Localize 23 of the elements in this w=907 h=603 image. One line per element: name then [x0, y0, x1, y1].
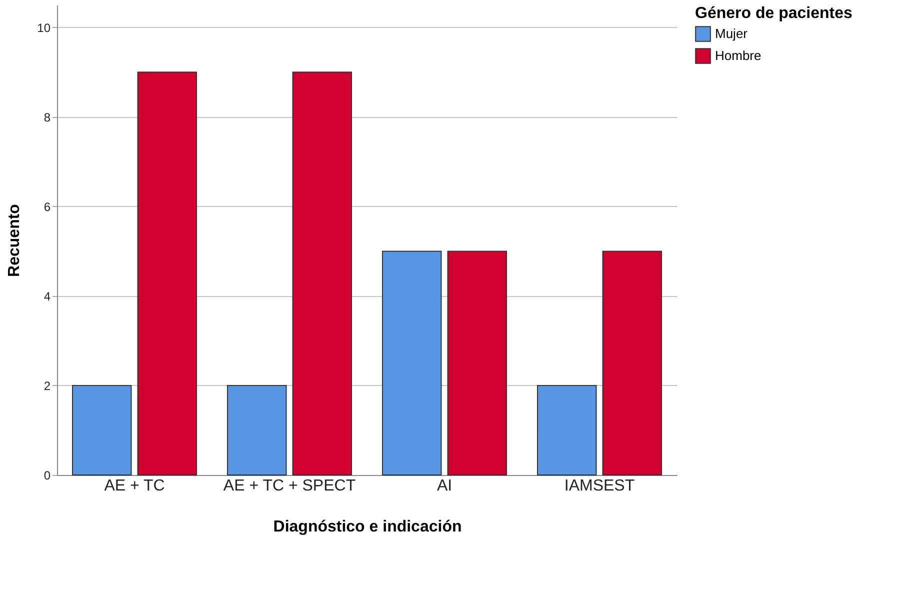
x-tick-label: AE + TC	[104, 478, 165, 494]
x-tick-label: IAMSEST	[564, 478, 635, 494]
legend-label: Mujer	[715, 26, 748, 41]
x-tick-label: AE + TC + SPECT	[223, 478, 356, 494]
y-tick-label: 4	[44, 289, 51, 304]
bar	[137, 72, 197, 476]
x-tick-label: AI	[436, 478, 452, 494]
bar	[537, 384, 597, 476]
bar	[292, 72, 352, 476]
legend-label: Hombre	[715, 48, 762, 63]
bar	[72, 384, 132, 476]
y-tick-label: 6	[44, 200, 51, 214]
x-axis-title: Diagnóstico e indicación	[273, 518, 462, 536]
bar	[447, 250, 507, 476]
y-axis-title: Recuento	[6, 204, 24, 277]
y-tick-label: 0	[44, 468, 51, 482]
bar	[382, 250, 442, 476]
y-tick-label: 2	[44, 378, 51, 393]
bar	[227, 384, 287, 476]
y-tick-label: 8	[44, 110, 51, 124]
bar	[602, 250, 662, 476]
y-tick-label: 10	[37, 20, 51, 35]
legend-title: Género de pacientes	[695, 5, 852, 22]
